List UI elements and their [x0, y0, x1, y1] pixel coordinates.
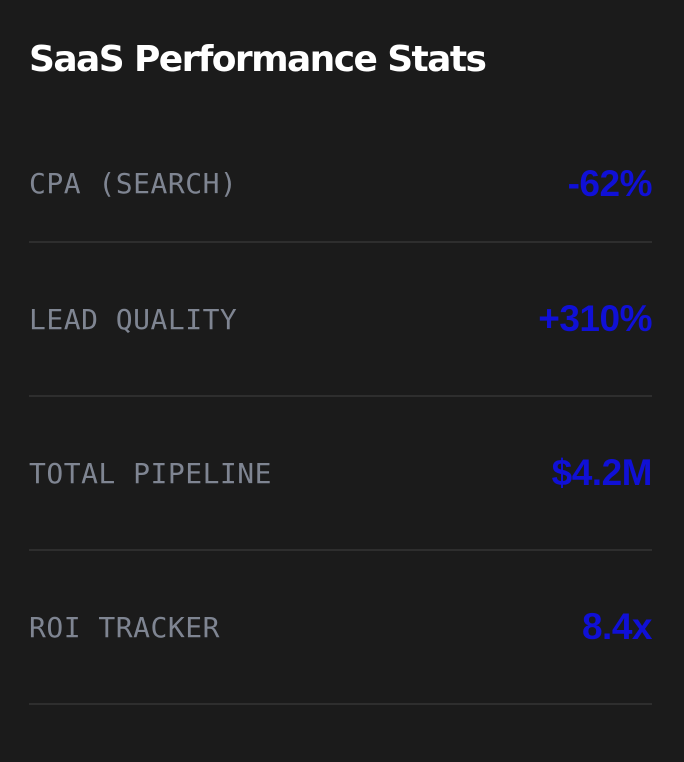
stat-row-roi-tracker: ROI TRACKER 8.4x [29, 551, 653, 705]
stat-row-lead-quality: LEAD QUALITY +310% [29, 243, 652, 397]
stat-row-cpa-search: CPA (SEARCH) -62% [29, 126, 653, 243]
stat-value: $4.2M [551, 452, 653, 493]
stat-value: -62% [567, 162, 653, 204]
card-title: SaaS Performance Stats [29, 39, 487, 80]
stat-row-total-pipeline: TOTAL PIPELINE $4.2M [29, 397, 653, 551]
stat-label: LEAD QUALITY [29, 302, 238, 336]
stats-list: CPA (SEARCH) -62% LEAD QUALITY +310% TOT… [29, 126, 653, 705]
stat-value: +310% [538, 298, 652, 339]
stat-label: CPA (SEARCH) [29, 167, 238, 200]
stat-label: ROI TRACKER [29, 610, 220, 644]
stat-label: TOTAL PIPELINE [29, 456, 273, 490]
stat-value: 8.4x [581, 606, 653, 647]
